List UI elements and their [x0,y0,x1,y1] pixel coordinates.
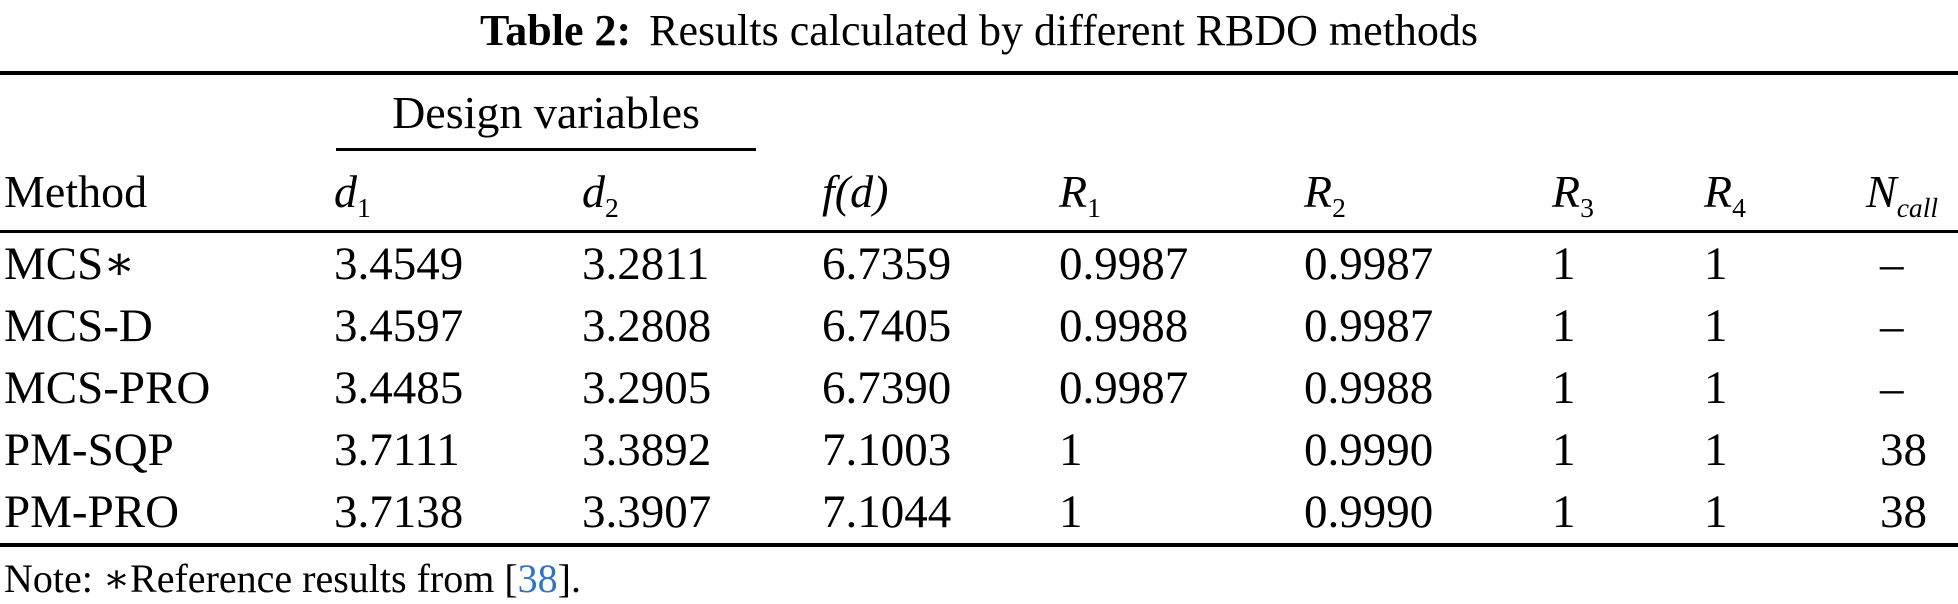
design-variables-label: Design variables [392,87,700,138]
group-header-row: Design variables [0,73,1958,151]
cell-d1: 3.4549 [334,237,464,290]
col-header-r3: R3 [1548,151,1700,233]
design-variables-group-cell: Design variables [330,73,818,151]
cell-r4: 1 [1704,423,1728,476]
cell-method: MCS-PRO [4,361,211,414]
cell-method: PM-SQP [4,423,174,476]
cell-d1: 3.4485 [334,361,464,414]
table-row-mcs-d: MCS-D 3.4597 3.2808 6.7405 0.9988 0.9987… [0,295,1958,357]
col-header-d1: d1 [330,151,578,233]
cell-r2: 0.9990 [1304,485,1434,538]
table-caption-number: Table 2: [479,6,632,55]
cell-fd: 7.1003 [822,423,952,476]
citation-link-38[interactable]: 38 [517,555,558,601]
cell-r4: 1 [1704,361,1728,414]
cell-fd: 7.1044 [822,485,952,538]
table-row-pm-pro: PM-PRO 3.7138 3.3907 7.1044 1 0.9990 1 1… [0,481,1958,545]
group-header-spacer [0,73,330,151]
cell-ncall: – [1880,361,1904,414]
cell-fd: 6.7359 [822,237,952,290]
table-row-mcs: MCS∗ 3.4549 3.2811 6.7359 0.9987 0.9987 … [0,231,1958,295]
results-table: Design variables Method d1 d2 f(d) R1 R2… [0,71,1958,547]
table-caption-text: Results calculated by different RBDO met… [649,6,1479,55]
table-row-mcs-pro: MCS-PRO 3.4485 3.2905 6.7390 0.9987 0.99… [0,357,1958,419]
col-header-d2: d2 [578,151,818,233]
cell-ncall: – [1880,237,1904,290]
cell-r1: 0.9987 [1059,237,1189,290]
column-header-row: Method d1 d2 f(d) R1 R2 R3 R4 Ncall [0,151,1958,233]
cell-r3: 1 [1552,299,1576,352]
cell-fd: 6.7390 [822,361,952,414]
table-row-pm-sqp: PM-SQP 3.7111 3.3892 7.1003 1 0.9990 1 1… [0,419,1958,481]
cell-r1: 1 [1059,423,1083,476]
cell-d2: 3.2905 [582,361,712,414]
cell-r3: 1 [1552,485,1576,538]
cell-r1: 1 [1059,485,1083,538]
group-header-spacer [818,73,1958,151]
cell-r4: 1 [1704,299,1728,352]
table-footnote: Note: ∗Reference results from [38]. [0,547,1958,602]
col-header-r2: R2 [1300,151,1548,233]
cell-r4: 1 [1704,485,1728,538]
cell-d1: 3.7138 [334,485,464,538]
col-header-r1: R1 [1055,151,1300,233]
cell-r2: 0.9987 [1304,299,1434,352]
cell-d2: 3.3907 [582,485,712,538]
col-header-ncall: Ncall [1862,151,1958,233]
cell-method: PM-PRO [4,485,180,538]
cell-fd: 6.7405 [822,299,952,352]
cell-d2: 3.2808 [582,299,712,352]
col-header-fd: f(d) [818,151,1055,233]
cell-d2: 3.3892 [582,423,712,476]
cell-d1: 3.7111 [334,423,460,476]
cell-r2: 0.9988 [1304,361,1434,414]
cell-r4: 1 [1704,237,1728,290]
cell-d2: 3.2811 [582,237,710,290]
cell-r2: 0.9990 [1304,423,1434,476]
design-variables-group-header: Design variables [336,88,756,151]
col-header-r4: R4 [1700,151,1862,233]
cell-ncall: 38 [1880,485,1927,538]
footnote-suffix: ]. [557,555,581,601]
cell-r3: 1 [1552,423,1576,476]
footnote-text: Note: ∗Reference results from [ [4,555,518,601]
cell-r2: 0.9987 [1304,237,1434,290]
cell-r1: 0.9987 [1059,361,1189,414]
cell-r3: 1 [1552,237,1576,290]
cell-r3: 1 [1552,361,1576,414]
cell-method: MCS∗ [4,237,136,290]
table-caption: Table 2: Results calculated by different … [0,0,1958,57]
cell-method: MCS-D [4,299,153,352]
cell-d1: 3.4597 [334,299,464,352]
cell-r1: 0.9988 [1059,299,1189,352]
col-header-method: Method [0,151,330,233]
cell-ncall: – [1880,299,1904,352]
cell-ncall: 38 [1880,423,1927,476]
